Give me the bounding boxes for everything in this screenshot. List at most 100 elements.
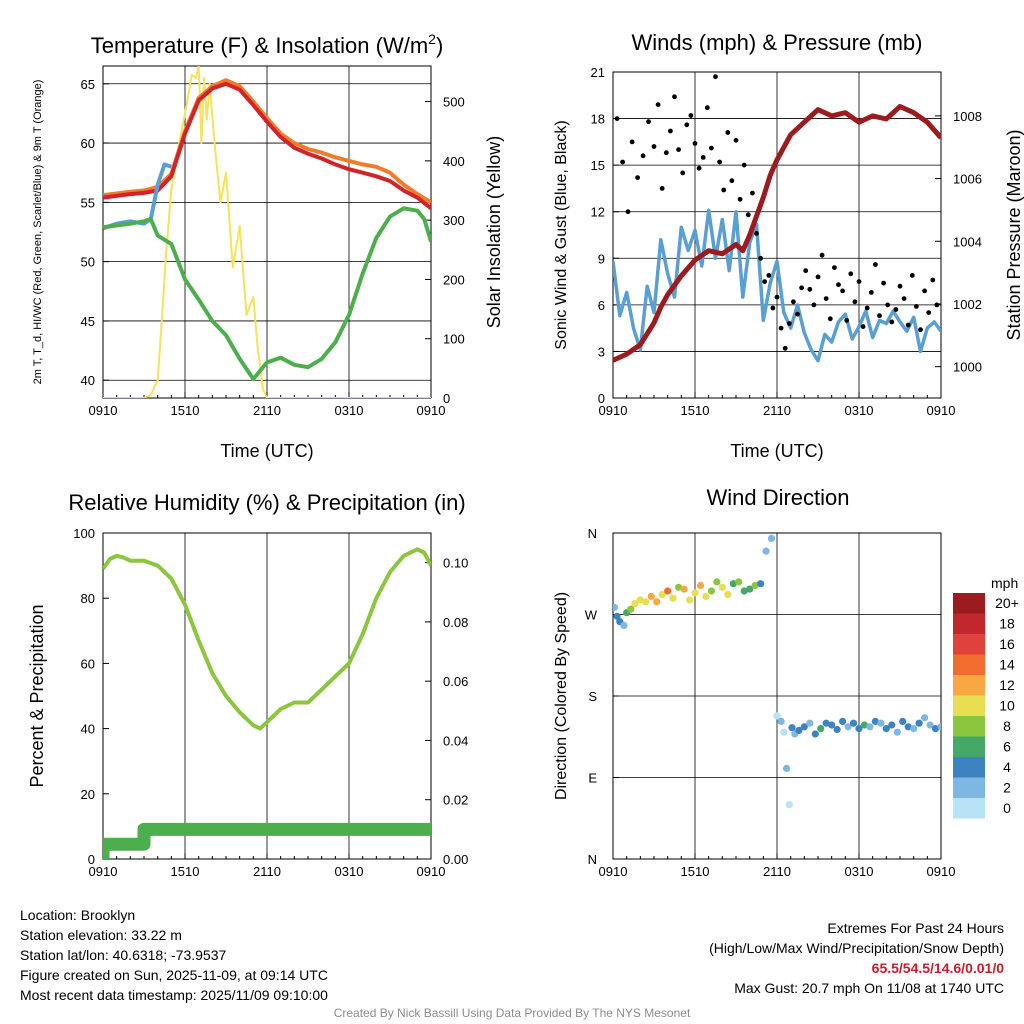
wind-direction-point (910, 725, 918, 733)
wind-direction-point (620, 621, 628, 630)
gust-point (655, 102, 661, 107)
colorbar-label: 10 (999, 698, 1015, 714)
wind-direction-point (675, 583, 683, 591)
gust-point (717, 159, 722, 165)
colorbar-label: 2 (1003, 780, 1011, 796)
wdir-y-axis-label: Direction (Colored By Speed) (553, 592, 570, 800)
colorbar-swatch (953, 736, 985, 757)
wdir-x-tick-label: 1510 (681, 864, 710, 879)
wdir-y-tick-label: S (588, 689, 597, 704)
temp-2m-line (103, 81, 431, 210)
temp-y2-tick-label: 400 (443, 154, 465, 169)
colorbar-swatch (953, 798, 985, 819)
gust-point (750, 190, 755, 196)
rh-y-tick-label: 100 (73, 526, 95, 541)
gust-point (668, 128, 673, 134)
gust-point (737, 196, 743, 202)
temp-title: Temperature (F) & Insolation (W/m2) (91, 31, 444, 58)
wind-y2-tick-label: 1000 (953, 360, 982, 375)
wind-direction-point (888, 721, 896, 729)
wind-y-axis-label: Sonic Wind & Gust (Blue, Black) (553, 120, 570, 349)
temp-x-tick-label: 0310 (335, 403, 364, 418)
wind-direction-point (899, 717, 907, 726)
gust-point (700, 155, 706, 160)
gust-point (803, 268, 809, 274)
wind-direction-point (785, 801, 793, 809)
gust-point (864, 305, 870, 311)
wind-direction-point (844, 723, 852, 731)
extremes-title: Extremes For Past 24 Hours (827, 920, 1004, 936)
gust-point (827, 316, 833, 322)
rh-x-tick-label: 1510 (171, 864, 200, 879)
colorbar-title: mph (991, 575, 1018, 591)
gust-point (791, 299, 796, 305)
wind-direction-point (691, 589, 699, 597)
gust-point (873, 262, 878, 267)
colorbar-swatch (953, 613, 985, 634)
station-info: Location: Brooklyn Station elevation: 33… (20, 905, 328, 1005)
rh-x-tick-label: 0910 (89, 864, 118, 879)
wind-direction-point (636, 596, 644, 604)
wind-x-tick-label: 0910 (599, 403, 628, 418)
elevation-text: Station elevation: 33.22 m (20, 927, 182, 943)
wind-direction-point (773, 712, 781, 720)
rh-y-tick-label: 40 (81, 722, 95, 737)
temp-y2-tick-label: 200 (443, 272, 465, 287)
wind-direction-point (811, 730, 819, 738)
gust-point (651, 144, 657, 149)
temp-y-tick-label: 50 (81, 255, 95, 270)
wind-y2-tick-label: 1002 (953, 297, 982, 312)
wdir-title: Wind Direction (706, 485, 849, 510)
location-text: Location: Brooklyn (20, 907, 136, 923)
wind-direction-point (806, 719, 814, 727)
wind-direction-point (762, 547, 770, 555)
gust-point (629, 139, 635, 145)
wind-y-tick-label: 0 (598, 391, 605, 406)
colorbar-label: 4 (1003, 759, 1011, 775)
gust-point (889, 319, 895, 325)
wind-direction-point (871, 717, 880, 726)
rh-title: Relative Humidity (%) & Precipitation (i… (68, 490, 465, 515)
temp-x-tick-label: 2110 (253, 403, 281, 418)
gust-point (881, 280, 886, 286)
wind-direction-point (877, 719, 885, 727)
rh-y-tick-label: 0 (88, 852, 95, 867)
latlon-text: Station lat/lon: 40.6318; -73.9537 (20, 947, 227, 963)
gust-point (844, 318, 850, 323)
rh-y-tick-label: 80 (81, 591, 95, 606)
temp-x-tick-label: 0910 (89, 403, 118, 418)
gust-point (635, 175, 640, 181)
wind-direction-point (931, 725, 940, 733)
wind-direction-point (882, 725, 890, 733)
gust-point (815, 274, 821, 280)
gust-point (725, 130, 731, 135)
gust-point (807, 286, 813, 292)
gust-point (868, 290, 874, 295)
wind-direction-point (613, 612, 621, 620)
wind-direction-point (817, 725, 825, 733)
wind-x-tick-label: 0310 (845, 403, 874, 418)
gust-point (893, 307, 899, 312)
temp-y2-axis-label: Solar Insolation (Yellow) (484, 136, 504, 328)
wind-direction-point (631, 600, 639, 608)
wind-direction-point (642, 598, 650, 606)
gust-point (614, 116, 620, 121)
colorbar-swatch (953, 593, 985, 614)
colorbar-label: 12 (999, 677, 1015, 693)
wind-y-tick-label: 15 (591, 158, 605, 173)
wind-series-group (613, 74, 941, 363)
wind-x-tick-label: 0910 (927, 403, 956, 418)
wind-direction-point (780, 728, 788, 736)
rh-line (103, 547, 431, 731)
wind-direction-point (795, 726, 803, 735)
wind-direction-point (613, 603, 618, 611)
temp-y-axis-label: 2m T, T_d, HI/WC (Red, Green, Scarlet/Bl… (32, 80, 44, 385)
gust-point (721, 187, 727, 193)
temp-x-axis-label: Time (UTC) (220, 441, 313, 461)
gust-point (836, 282, 841, 288)
rh-y-tick-label: 60 (81, 656, 95, 671)
gust-point (811, 302, 817, 308)
wind-x-tick-label: 1510 (681, 403, 710, 418)
wind-direction-point (767, 534, 776, 543)
wind-direction-point (921, 714, 929, 722)
